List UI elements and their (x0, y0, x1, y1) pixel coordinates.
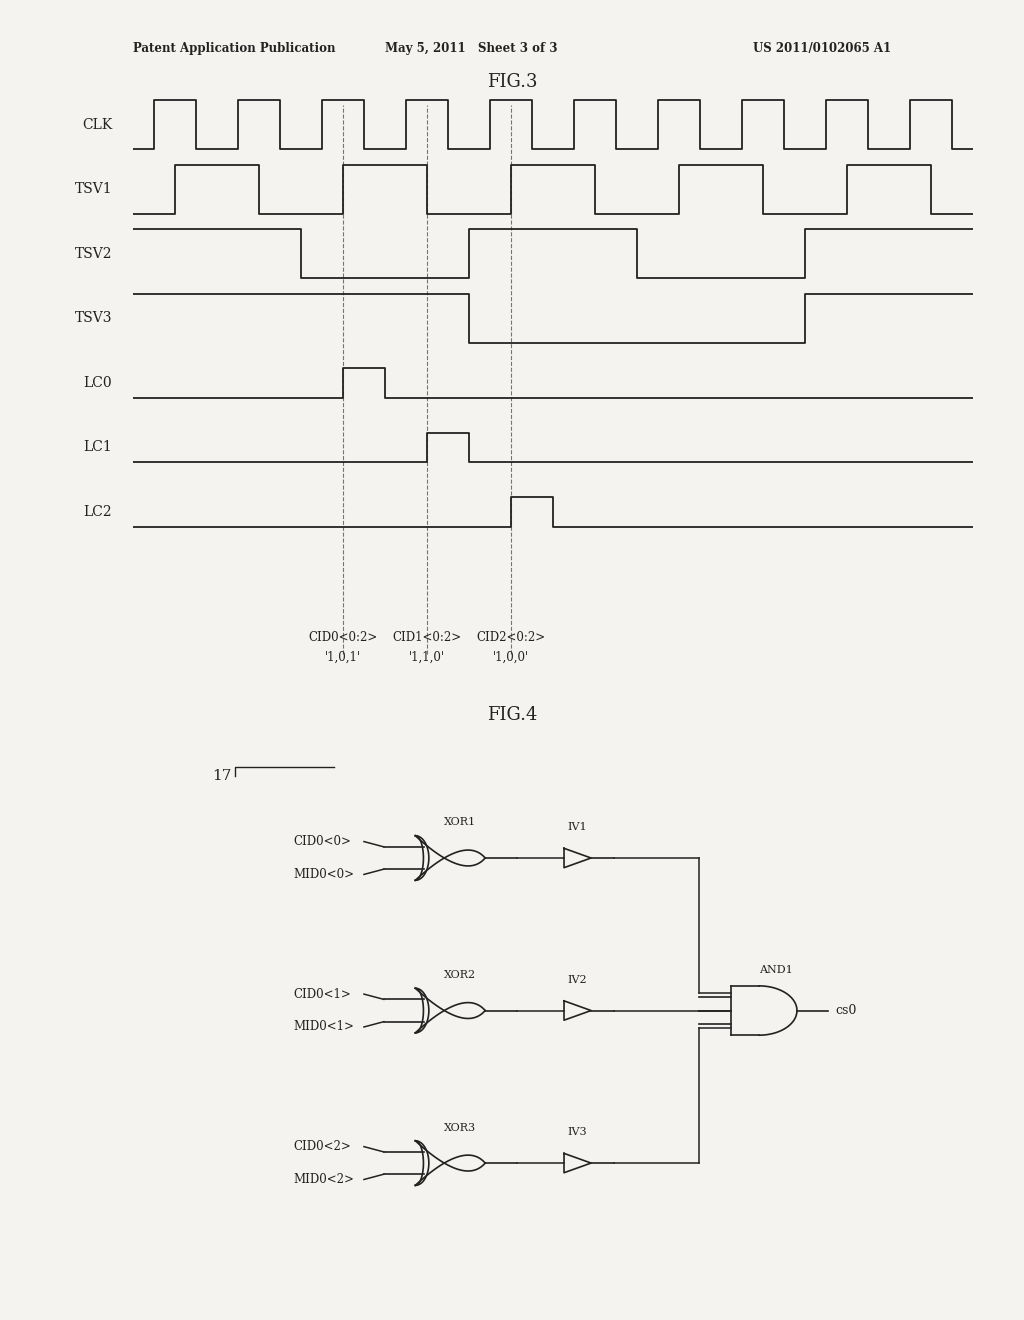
Text: XOR2: XOR2 (444, 970, 476, 979)
Text: LC2: LC2 (84, 504, 113, 519)
Text: AND1: AND1 (759, 965, 793, 975)
Text: LC0: LC0 (84, 376, 113, 389)
Text: TSV2: TSV2 (75, 247, 113, 261)
Text: CID1<0:2>: CID1<0:2> (392, 631, 462, 644)
Text: MID0<0>: MID0<0> (294, 869, 354, 880)
Text: CID0<2>: CID0<2> (294, 1140, 351, 1154)
Text: IV3: IV3 (567, 1127, 588, 1138)
Text: CLK: CLK (82, 117, 113, 132)
Text: XOR1: XOR1 (444, 817, 476, 828)
Text: FIG.3: FIG.3 (486, 73, 538, 91)
Text: MID0<2>: MID0<2> (294, 1173, 354, 1185)
Text: Patent Application Publication: Patent Application Publication (133, 42, 336, 55)
Text: '1,0,1': '1,0,1' (325, 651, 361, 664)
Text: US 2011/0102065 A1: US 2011/0102065 A1 (753, 42, 891, 55)
Text: IV1: IV1 (567, 822, 588, 832)
Text: CID0<1>: CID0<1> (294, 987, 351, 1001)
Text: cs0: cs0 (836, 1005, 857, 1016)
Text: CID0<0:2>: CID0<0:2> (308, 631, 378, 644)
Text: MID0<1>: MID0<1> (294, 1020, 354, 1034)
Text: FIG.4: FIG.4 (486, 706, 538, 725)
Text: LC1: LC1 (83, 441, 113, 454)
Text: TSV3: TSV3 (75, 312, 113, 325)
Text: '1,0,0': '1,0,0' (493, 651, 529, 664)
Text: CID2<0:2>: CID2<0:2> (476, 631, 546, 644)
Text: CID0<0>: CID0<0> (294, 836, 351, 847)
Text: '1,1,0': '1,1,0' (409, 651, 445, 664)
Text: 17: 17 (212, 768, 231, 783)
Text: May 5, 2011   Sheet 3 of 3: May 5, 2011 Sheet 3 of 3 (385, 42, 557, 55)
Text: XOR3: XOR3 (444, 1122, 476, 1133)
Text: IV2: IV2 (567, 974, 588, 985)
Text: TSV1: TSV1 (75, 182, 113, 197)
